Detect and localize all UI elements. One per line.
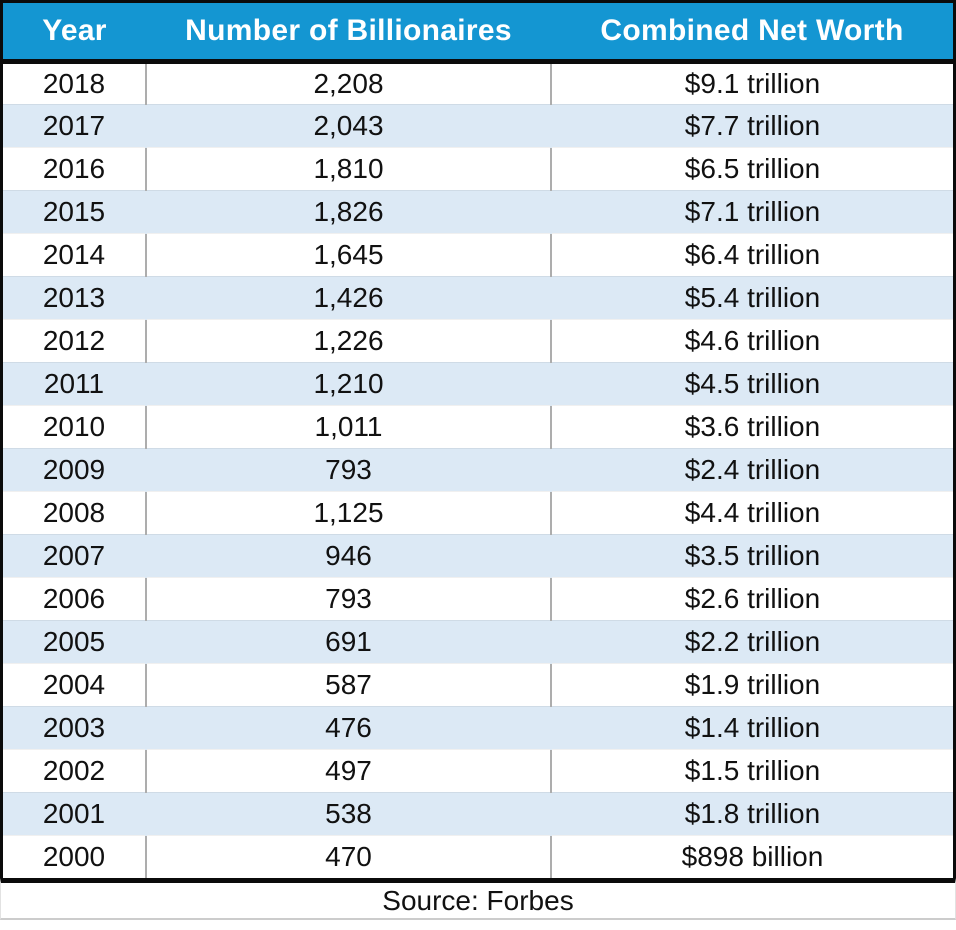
billionaires-cell: 1,210 xyxy=(145,361,551,405)
year-cell: 2014 xyxy=(3,232,146,276)
year-cell: 2006 xyxy=(3,576,146,620)
billionaires-cell: 497 xyxy=(145,748,551,792)
billionaires-cell: 587 xyxy=(145,662,551,706)
net-worth-cell: $1.9 trillion xyxy=(550,662,953,706)
net-worth-cell: $1.8 trillion xyxy=(550,791,953,835)
year-cell: 2017 xyxy=(3,103,146,147)
table-row: 2013 1,426 $5.4 trillion xyxy=(3,275,953,319)
year-cell: 2004 xyxy=(3,662,146,706)
year-cell: 2012 xyxy=(3,318,146,362)
table-row: 2002 497 $1.5 trillion xyxy=(3,748,953,792)
source-note: Source: Forbes xyxy=(382,884,574,916)
year-cell: 2018 xyxy=(3,61,146,104)
table-row: 2014 1,645 $6.4 trillion xyxy=(3,232,953,276)
header-row: Year Number of Billionaires Combined Net… xyxy=(3,3,953,64)
billionaires-cell: 691 xyxy=(145,619,551,663)
table-row: 2018 2,208 $9.1 trillion xyxy=(3,61,953,104)
table-row: 2015 1,826 $7.1 trillion xyxy=(3,189,953,233)
net-worth-cell: $1.5 trillion xyxy=(550,748,953,792)
net-worth-cell: $5.4 trillion xyxy=(550,275,953,319)
table-row: 2001 538 $1.8 trillion xyxy=(3,791,953,835)
table-row: 2004 587 $1.9 trillion xyxy=(3,662,953,706)
year-cell: 2016 xyxy=(3,146,146,190)
net-worth-cell: $3.6 trillion xyxy=(550,404,953,448)
net-worth-cell: $898 billion xyxy=(550,834,953,878)
year-cell: 2010 xyxy=(3,404,146,448)
billionaires-cell: 1,226 xyxy=(145,318,551,362)
net-worth-cell: $1.4 trillion xyxy=(550,705,953,749)
year-cell: 2003 xyxy=(3,705,146,749)
column-header-net-worth: Combined Net Worth xyxy=(551,3,953,64)
table-row: 2011 1,210 $4.5 trillion xyxy=(3,361,953,405)
billionaires-cell: 1,645 xyxy=(145,232,551,276)
billionaires-cell: 2,043 xyxy=(145,103,551,147)
billionaires-cell: 1,810 xyxy=(145,146,551,190)
table-row: 2009 793 $2.4 trillion xyxy=(3,447,953,491)
year-cell: 2007 xyxy=(3,533,146,577)
year-cell: 2011 xyxy=(3,361,146,405)
net-worth-cell: $4.4 trillion xyxy=(550,490,953,534)
table-frame: Year Number of Billionaires Combined Net… xyxy=(0,0,956,878)
billionaires-cell: 793 xyxy=(145,576,551,620)
table-row: 2012 1,226 $4.6 trillion xyxy=(3,318,953,362)
year-cell: 2002 xyxy=(3,748,146,792)
billionaires-cell: 476 xyxy=(145,705,551,749)
source-row: Source: Forbes xyxy=(0,878,956,920)
billionaires-cell: 470 xyxy=(145,834,551,878)
net-worth-cell: $2.2 trillion xyxy=(550,619,953,663)
net-worth-cell: $6.4 trillion xyxy=(550,232,953,276)
table-row: 2008 1,125 $4.4 trillion xyxy=(3,490,953,534)
net-worth-cell: $3.5 trillion xyxy=(550,533,953,577)
net-worth-cell: $2.4 trillion xyxy=(550,447,953,491)
billionaires-cell: 538 xyxy=(145,791,551,835)
table-row: 2003 476 $1.4 trillion xyxy=(3,705,953,749)
table-row: 2010 1,011 $3.6 trillion xyxy=(3,404,953,448)
billionaires-cell: 946 xyxy=(145,533,551,577)
year-cell: 2000 xyxy=(3,834,146,878)
year-cell: 2009 xyxy=(3,447,146,491)
table-row: 2017 2,043 $7.7 trillion xyxy=(3,103,953,147)
billionaires-cell: 2,208 xyxy=(145,61,551,104)
table-row: 2016 1,810 $6.5 trillion xyxy=(3,146,953,190)
column-header-billionaires: Number of Billionaires xyxy=(146,3,551,64)
net-worth-cell: $2.6 trillion xyxy=(550,576,953,620)
year-cell: 2001 xyxy=(3,791,146,835)
billionaires-cell: 1,125 xyxy=(145,490,551,534)
net-worth-cell: $4.5 trillion xyxy=(550,361,953,405)
billionaires-table: Year Number of Billionaires Combined Net… xyxy=(3,3,953,878)
net-worth-cell: $7.1 trillion xyxy=(550,189,953,233)
year-cell: 2013 xyxy=(3,275,146,319)
year-cell: 2008 xyxy=(3,490,146,534)
table-row: 2007 946 $3.5 trillion xyxy=(3,533,953,577)
table-row: 2000 470 $898 billion xyxy=(3,834,953,878)
billionaires-cell: 793 xyxy=(145,447,551,491)
billionaires-cell: 1,426 xyxy=(145,275,551,319)
table-row: 2005 691 $2.2 trillion xyxy=(3,619,953,663)
net-worth-cell: $6.5 trillion xyxy=(550,146,953,190)
net-worth-cell: $4.6 trillion xyxy=(550,318,953,362)
table-row: 2006 793 $2.6 trillion xyxy=(3,576,953,620)
net-worth-cell: $9.1 trillion xyxy=(550,61,953,104)
net-worth-cell: $7.7 trillion xyxy=(550,103,953,147)
table-header: Year Number of Billionaires Combined Net… xyxy=(3,3,953,64)
year-cell: 2015 xyxy=(3,189,146,233)
column-header-year: Year xyxy=(3,3,146,64)
billionaires-cell: 1,011 xyxy=(145,404,551,448)
billionaires-cell: 1,826 xyxy=(145,189,551,233)
year-cell: 2005 xyxy=(3,619,146,663)
table-body: 2018 2,208 $9.1 trillion 2017 2,043 $7.7 tril… xyxy=(3,61,953,878)
